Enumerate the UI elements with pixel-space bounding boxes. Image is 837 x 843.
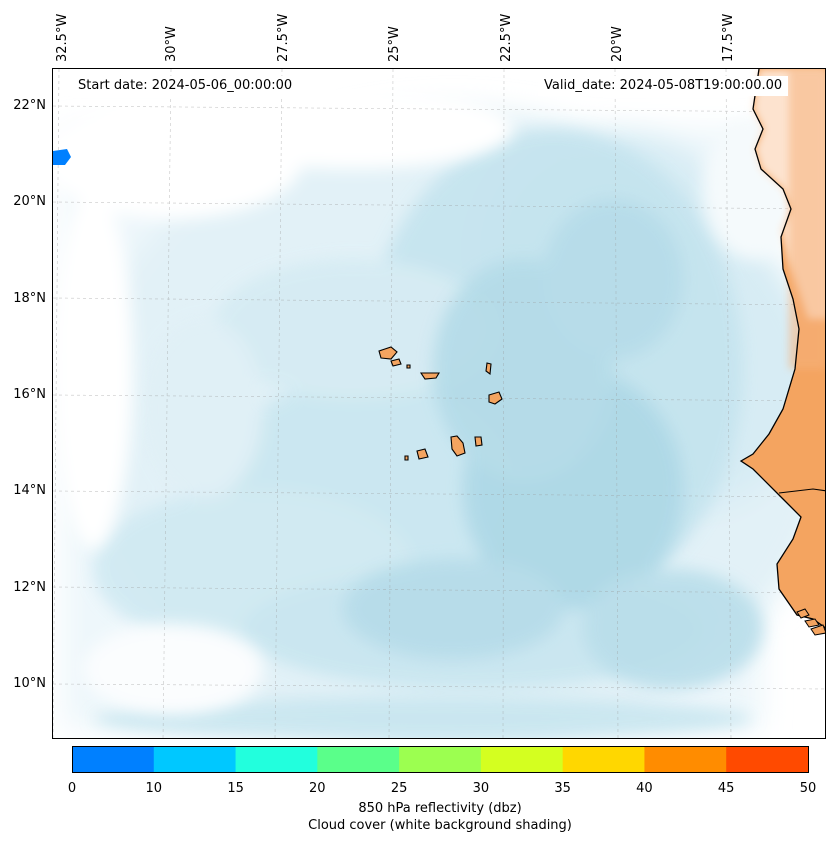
colorbar-tick-45: 45 bbox=[717, 781, 735, 796]
map-canvas bbox=[53, 69, 825, 738]
cloud-cover-dense bbox=[343, 199, 763, 689]
lon-label-27-5w: 27.5°W bbox=[276, 13, 291, 62]
colorbar-tick-50: 50 bbox=[799, 781, 817, 796]
colorbar-tick-10: 10 bbox=[145, 781, 163, 796]
colorbar-segment bbox=[644, 746, 727, 773]
colorbar-subtitle: Cloud cover (white background shading) bbox=[308, 818, 572, 833]
graticule bbox=[53, 69, 825, 738]
colorbar-outline bbox=[72, 746, 809, 773]
africa-landmass bbox=[739, 69, 825, 636]
lat-label-22n: 22°N bbox=[13, 98, 46, 113]
lon-label-25w: 25°W bbox=[387, 26, 402, 62]
colorbar-segment bbox=[153, 746, 237, 773]
colorbar-segment bbox=[399, 746, 482, 773]
lon-label-22-5w: 22.5°W bbox=[499, 13, 514, 62]
map-panel bbox=[52, 68, 826, 739]
colorbar bbox=[72, 746, 809, 773]
colorbar-tick-30: 30 bbox=[472, 781, 490, 796]
colorbar-tick-40: 40 bbox=[636, 781, 653, 796]
lat-label-20n: 20°N bbox=[13, 194, 46, 209]
colorbar-segment bbox=[72, 746, 155, 773]
lon-label-20w: 20°W bbox=[610, 26, 625, 62]
colorbar-segment bbox=[562, 746, 645, 773]
colorbar-segment bbox=[317, 746, 400, 773]
lon-label-32-5w: 32.5°W bbox=[55, 13, 70, 62]
colorbar-tick-20: 20 bbox=[309, 781, 326, 796]
reflectivity-echo bbox=[53, 149, 71, 165]
lat-label-10n: 10°N bbox=[13, 676, 46, 691]
lon-label-17-5w: 17.5°W bbox=[721, 13, 736, 62]
colorbar-tick-15: 15 bbox=[227, 781, 244, 796]
valid-date-label: Valid_date: 2024-05-08T19:00:00.00 bbox=[538, 76, 789, 96]
colorbar-segment bbox=[726, 746, 809, 773]
colorbar-segment bbox=[235, 746, 318, 773]
lat-label-16n: 16°N bbox=[13, 387, 46, 402]
lat-label-12n: 12°N bbox=[13, 580, 46, 595]
lat-label-18n: 18°N bbox=[13, 291, 46, 306]
colorbar-title: 850 hPa reflectivity (dbz) bbox=[358, 801, 522, 816]
colorbar-tick-35: 35 bbox=[554, 781, 571, 796]
cape-verde-islands bbox=[378, 346, 503, 461]
lon-label-30w: 30°W bbox=[164, 26, 179, 62]
colorbar-tick-0: 0 bbox=[67, 781, 77, 796]
colorbar-segment bbox=[480, 746, 564, 773]
colorbar-tick-25: 25 bbox=[390, 781, 408, 796]
lat-label-14n: 14°N bbox=[13, 483, 46, 498]
start-date-label: Start date: 2024-05-06_00:00:00 bbox=[72, 76, 299, 96]
